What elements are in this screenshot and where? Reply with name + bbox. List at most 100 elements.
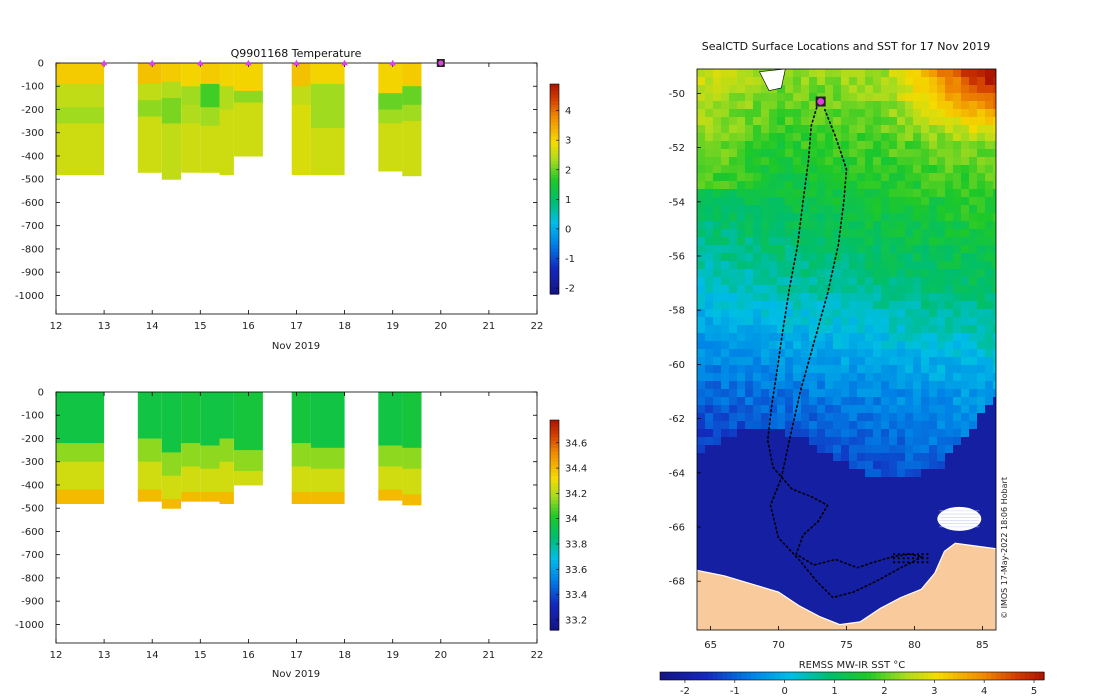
colorbar-swatch (550, 500, 559, 505)
sst-cell (833, 509, 842, 518)
sst-cell (817, 589, 826, 598)
sst-cell (913, 229, 922, 238)
sst-cell (793, 381, 802, 390)
sst-cell (721, 365, 730, 374)
colorbar-swatch (828, 672, 834, 680)
sst-cell (889, 165, 898, 174)
sst-cell (825, 165, 834, 174)
y-tick-label: 0 (38, 388, 44, 399)
sst-cell (937, 397, 946, 406)
sst-cell (865, 461, 874, 470)
sst-cell (865, 469, 874, 478)
profile-5-layer-0 (219, 392, 234, 439)
sst-cell (801, 133, 810, 142)
sst-cell (761, 117, 770, 126)
sst-cell (745, 573, 754, 582)
sst-cell (753, 453, 762, 462)
sst-cell (993, 157, 996, 166)
profile-6-layer-1 (234, 90, 263, 103)
sst-cell (945, 269, 954, 278)
sst-cell (777, 109, 786, 118)
colorbar-swatch (550, 161, 559, 166)
sst-cell (881, 309, 890, 318)
sst-cell (961, 469, 970, 478)
sst-cell (865, 333, 874, 342)
sst-cell (817, 581, 826, 590)
sst-cell (913, 309, 922, 318)
sst-cell (873, 349, 882, 358)
sst-cell (857, 253, 866, 262)
sst-cell (889, 485, 898, 494)
sst-cell (921, 389, 930, 398)
sst-cell (881, 237, 890, 246)
sst-cell (945, 373, 954, 382)
track-point (912, 561, 915, 564)
sst-cell (777, 405, 786, 414)
sst-cell (841, 261, 850, 270)
sst-cell (817, 69, 826, 78)
sst-cell (809, 333, 818, 342)
sst-cell (849, 461, 858, 470)
sst-cell (713, 461, 722, 470)
sst-cell (697, 501, 706, 510)
sst-cell (809, 501, 818, 510)
sst-cell (745, 469, 754, 478)
sst-cell (761, 133, 770, 142)
sst-cell (849, 517, 858, 526)
sst-cell (969, 93, 978, 102)
sst-cell (953, 157, 962, 166)
sst-cell (841, 517, 850, 526)
sst-cell (921, 309, 930, 318)
sst-cell (777, 565, 786, 574)
sst-cell (729, 149, 738, 158)
sst-cell (785, 525, 794, 534)
sst-cell (921, 125, 930, 134)
sst-cell (793, 357, 802, 366)
sst-cell (713, 557, 722, 566)
sst-cell (801, 381, 810, 390)
sst-cell (809, 189, 818, 198)
sst-cell (801, 253, 810, 262)
sst-cell (897, 205, 906, 214)
sst-cell (761, 157, 770, 166)
sst-cell (849, 397, 858, 406)
sst-cell (905, 189, 914, 198)
sst-cell (833, 341, 842, 350)
sst-cell (801, 413, 810, 422)
sst-cell (769, 181, 778, 190)
sst-cell (833, 469, 842, 478)
sst-cell (745, 253, 754, 262)
sst-cell (841, 461, 850, 470)
sst-cell (945, 349, 954, 358)
sst-cell (889, 221, 898, 230)
sst-cell (881, 461, 890, 470)
sst-cell (761, 557, 770, 566)
sst-cell (729, 341, 738, 350)
sst-cell (913, 533, 922, 542)
sst-cell (761, 277, 770, 286)
sst-cell (769, 237, 778, 246)
sst-cell (953, 181, 962, 190)
sst-cell (761, 109, 770, 118)
sst-cell (873, 445, 882, 454)
sst-cell (881, 469, 890, 478)
sst-cell (793, 85, 802, 94)
colorbar-swatch (550, 570, 559, 575)
sst-cell (953, 93, 962, 102)
sst-cell (961, 341, 970, 350)
sst-cell (769, 477, 778, 486)
sst-cell (777, 269, 786, 278)
colorbar-swatch (550, 178, 559, 183)
sst-cell (753, 429, 762, 438)
colorbar-swatch (808, 672, 815, 680)
sst-cell (841, 149, 850, 158)
sst-cell (865, 485, 874, 494)
colorbar-tick-label: 3 (565, 136, 571, 147)
sst-cell (841, 141, 850, 150)
sst-cell (729, 277, 738, 286)
sst-cell (729, 301, 738, 310)
sst-cell (761, 261, 770, 270)
sst-cell (977, 317, 986, 326)
colorbar-swatch (550, 542, 559, 547)
sst-cell (721, 341, 730, 350)
